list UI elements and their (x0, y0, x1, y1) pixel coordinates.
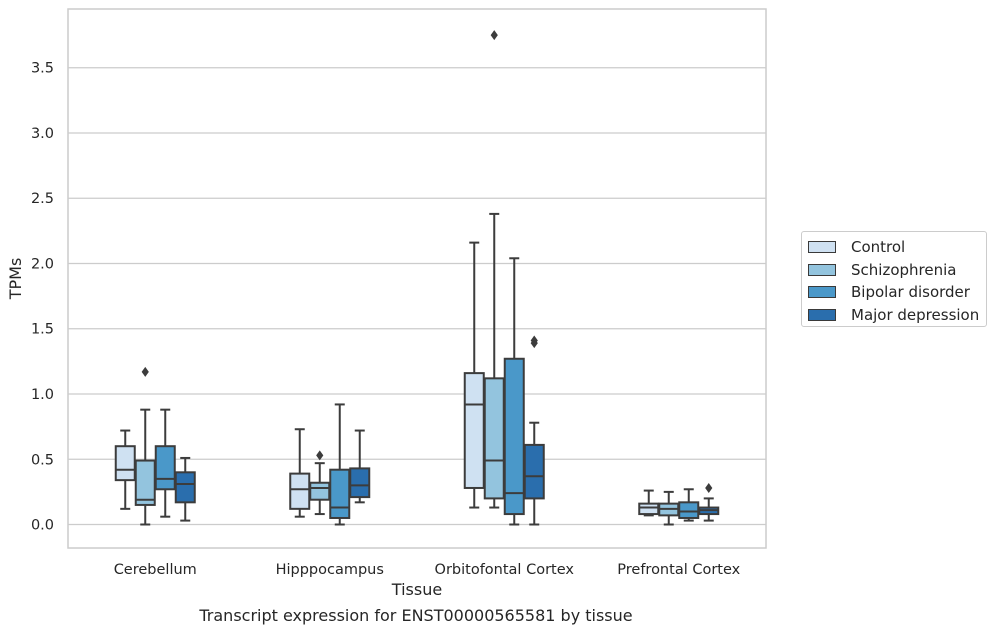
x-axis-label: Tissue (391, 580, 442, 599)
box-body (638, 502, 660, 516)
box-1-3 (658, 490, 680, 526)
box-2-0 (154, 408, 176, 518)
y-tick-label: 3.0 (31, 126, 54, 142)
box-1-1 (309, 450, 331, 516)
box-body (463, 372, 485, 489)
y-tick-label: 2.0 (31, 256, 54, 272)
outlier-point (705, 482, 713, 493)
y-tick-label: 2.5 (31, 191, 54, 207)
box-3-2 (523, 335, 545, 526)
x-tick-label: Orbitofontal Cortex (435, 562, 575, 578)
legend-item: Major depression (808, 304, 986, 327)
box-0-3 (638, 489, 660, 517)
box-0-0 (114, 429, 136, 510)
y-tick-label: 3.5 (31, 61, 54, 77)
outlier-point (490, 30, 498, 41)
box-1-2 (483, 30, 505, 509)
legend-item: Schizophrenia (808, 259, 986, 282)
legend-label: Schizophrenia (851, 260, 957, 279)
box-body (329, 468, 351, 519)
legend-swatch (808, 263, 836, 276)
box-body (309, 481, 331, 501)
legend-item: Bipolar disorder (808, 281, 986, 304)
box-body (483, 377, 505, 500)
outlier-point (141, 366, 149, 377)
legend-label: Major depression (851, 305, 980, 324)
box-body (349, 467, 371, 499)
box-0-1 (289, 428, 311, 518)
y-axis-label: TPMs (6, 258, 25, 301)
box-3-1 (349, 429, 371, 504)
box-body (114, 445, 136, 482)
legend-item: Control (808, 236, 986, 259)
outlier-point (530, 335, 538, 346)
plot-frame (67, 8, 767, 549)
legend-swatch (808, 286, 836, 299)
legend-label: Control (851, 238, 906, 257)
x-tick-labels: Cerebellum Hipppocampus Orbitofontal Corte… (114, 562, 741, 578)
box-3-0 (174, 456, 196, 522)
box-body (523, 443, 545, 500)
x-tick-label: Hipppocampus (276, 562, 384, 578)
box-body (174, 471, 196, 504)
y-tick-label: 1.5 (31, 322, 54, 338)
y-tick-labels: 0.0 0.5 1.0 1.5 2.0 2.5 3.0 3.5 (31, 61, 54, 534)
legend-swatch (808, 308, 836, 321)
box-1-0 (134, 366, 156, 526)
legend-label: Bipolar disorder (851, 283, 970, 302)
chart-caption: Transcript expression for ENST0000056558… (199, 606, 633, 625)
outlier-point (316, 450, 324, 461)
x-tick-label: Prefrontal Cortex (617, 562, 740, 578)
box-body (289, 472, 311, 510)
legend: Control Schizophrenia Bipolar disorder Majo… (801, 231, 987, 327)
box-3-3 (698, 482, 720, 522)
y-tick-label: 1.0 (31, 387, 54, 403)
box-body (503, 357, 525, 516)
box-2-3 (678, 488, 700, 522)
box-body (678, 501, 700, 519)
box-groups (114, 30, 720, 526)
box-body (154, 445, 176, 491)
x-tick-label: Cerebellum (114, 562, 197, 578)
y-tick-label: 0.5 (31, 452, 54, 468)
box-0-2 (463, 241, 485, 509)
legend-swatch (808, 241, 836, 254)
y-tick-label: 0.0 (31, 518, 54, 534)
box-body (134, 459, 156, 506)
box-2-1 (329, 403, 351, 526)
box-2-2 (503, 257, 525, 526)
